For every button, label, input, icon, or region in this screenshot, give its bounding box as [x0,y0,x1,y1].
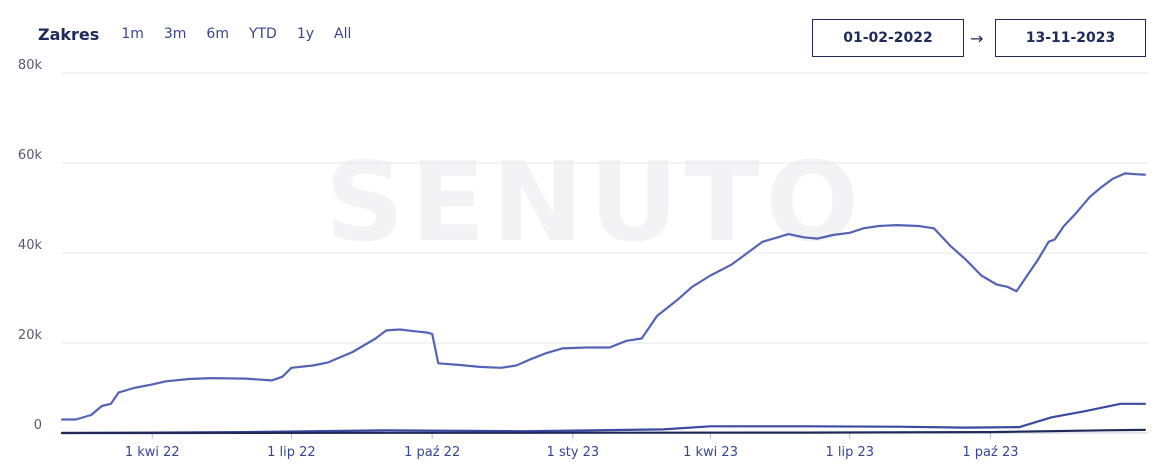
y-tick-label: 40k [18,238,43,253]
y-axis: 0 20k 40k 60k 80k [18,58,43,433]
series-line-3 [60,428,1147,435]
date-arrow: → [970,29,984,48]
x-tick-label: 1 sty 23 [547,445,600,460]
x-tick-label: 1 paź 23 [962,445,1018,460]
x-axis: 1 kwi 22 1 lip 22 1 paź 22 1 sty 23 1 kwi 23… [125,433,1019,460]
x-tick-label: 1 kwi 22 [125,445,180,460]
watermark: SENUTO [325,138,865,266]
series-line-2 [60,402,1147,435]
x-tick-label: 1 kwi 23 [683,445,738,460]
range-1y-button[interactable]: 1y [296,26,315,42]
y-tick-label: 0 [34,418,42,433]
range-6m-button[interactable]: 6m [206,26,229,42]
range-selector: Zakres 1m 3m 6m YTD 1y All [38,14,371,54]
x-tick-label: 1 paź 22 [404,445,460,460]
date-from-input[interactable]: 01-02-2022 [812,19,964,57]
range-title: Zakres [38,24,100,44]
x-tick-label: 1 lip 22 [267,445,316,460]
y-tick-label: 20k [18,328,43,343]
range-all-button[interactable]: All [334,26,352,42]
x-tick-label: 1 lip 23 [825,445,874,460]
y-tick-label: 60k [18,148,43,163]
range-3m-button[interactable]: 3m [163,26,187,42]
series-group [60,172,1147,435]
date-to-input[interactable]: 13-11-2023 [995,19,1146,57]
range-ytd-button[interactable]: YTD [248,26,277,42]
range-1m-button[interactable]: 1m [121,26,144,42]
series-line-1 [60,172,1147,421]
y-tick-label: 80k [18,58,43,73]
